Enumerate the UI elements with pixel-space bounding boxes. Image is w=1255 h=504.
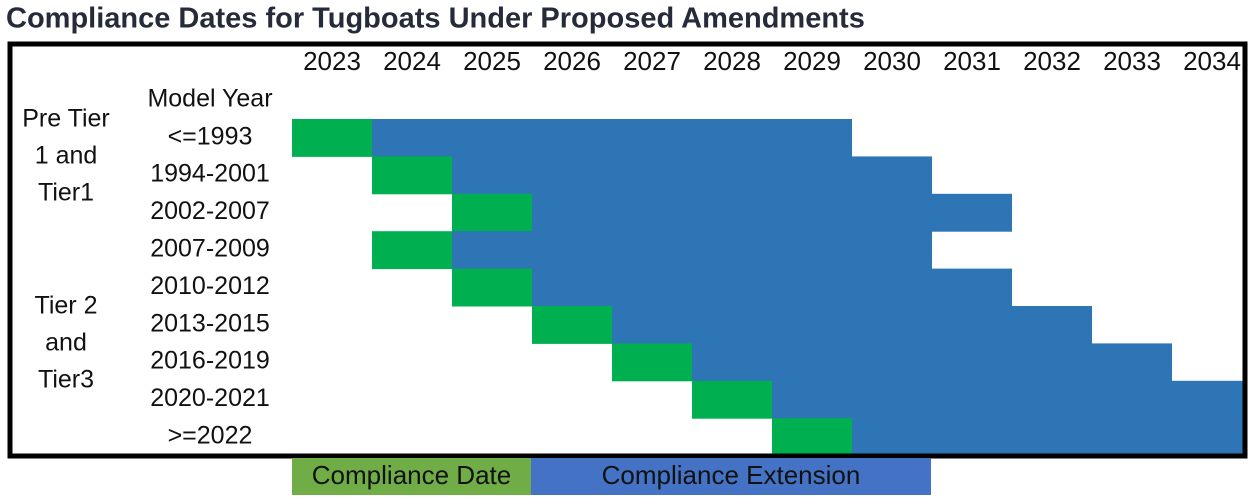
compliance-date-bar xyxy=(532,306,612,344)
compliance-date-bar xyxy=(612,343,692,382)
group-label: and xyxy=(45,329,87,357)
compliance-date-bar xyxy=(372,231,452,270)
group-label: Tier3 xyxy=(38,366,94,394)
x-tick-label: 2030 xyxy=(863,46,921,76)
row-label: 2016-2019 xyxy=(150,347,270,375)
x-tick-label: 2025 xyxy=(463,46,521,76)
x-tick-label: 2033 xyxy=(1103,46,1161,76)
x-tick-label: 2023 xyxy=(303,46,361,76)
x-tick-label: 2031 xyxy=(943,46,1001,76)
frame xyxy=(7,41,1248,459)
plot xyxy=(292,119,1243,454)
row-label: 2002-2007 xyxy=(150,197,270,225)
row-label: <=1993 xyxy=(168,122,253,150)
compliance-date-bar xyxy=(452,193,532,232)
group-label: Tier1 xyxy=(38,179,94,207)
row-label: >=2022 xyxy=(168,422,253,450)
row-label: 2013-2015 xyxy=(150,309,270,337)
compliance-date-bar xyxy=(452,268,532,307)
x-tick-label: 2027 xyxy=(623,46,681,76)
compliance-extension-bar xyxy=(612,306,1092,344)
compliance-date-bar xyxy=(292,119,372,157)
compliance-extension-bar xyxy=(772,380,1243,419)
group-label: Pre Tier xyxy=(22,105,110,133)
group-label: 1 and xyxy=(35,142,98,170)
row-label: 1994-2001 xyxy=(150,160,270,188)
compliance-extension-bar xyxy=(532,193,1012,232)
y-axis-title: Model Year xyxy=(147,85,272,113)
compliance-extension-bar xyxy=(532,268,1012,307)
x-tick-label: 2026 xyxy=(543,46,601,76)
legend-swatch xyxy=(292,458,531,495)
compliance-extension-bar xyxy=(452,231,932,270)
compliance-date-bar xyxy=(372,156,452,195)
group-label: Tier 2 xyxy=(35,292,98,320)
x-tick-label: 2034 xyxy=(1183,46,1241,76)
row-label: 2020-2021 xyxy=(150,384,270,412)
legend-label: Compliance Extension xyxy=(602,460,861,490)
row-label: 2010-2012 xyxy=(150,272,270,300)
compliance-extension-bar xyxy=(852,418,1243,454)
row-label: 2007-2009 xyxy=(150,235,270,263)
chart-title: Compliance Dates for Tugboats Under Prop… xyxy=(6,3,865,35)
compliance-date-bar xyxy=(692,380,772,419)
x-tick-label: 2029 xyxy=(783,46,841,76)
compliance-extension-bar xyxy=(452,156,932,195)
x-tick-label: 2032 xyxy=(1023,46,1081,76)
compliance-extension-bar xyxy=(692,343,1172,382)
x-tick-label: 2024 xyxy=(383,46,441,76)
compliance-date-bar xyxy=(772,418,852,454)
compliance-extension-bar xyxy=(372,119,852,157)
x-tick-label: 2028 xyxy=(703,46,761,76)
legend-label: Compliance Date xyxy=(312,460,511,490)
legend-swatch xyxy=(531,458,931,495)
